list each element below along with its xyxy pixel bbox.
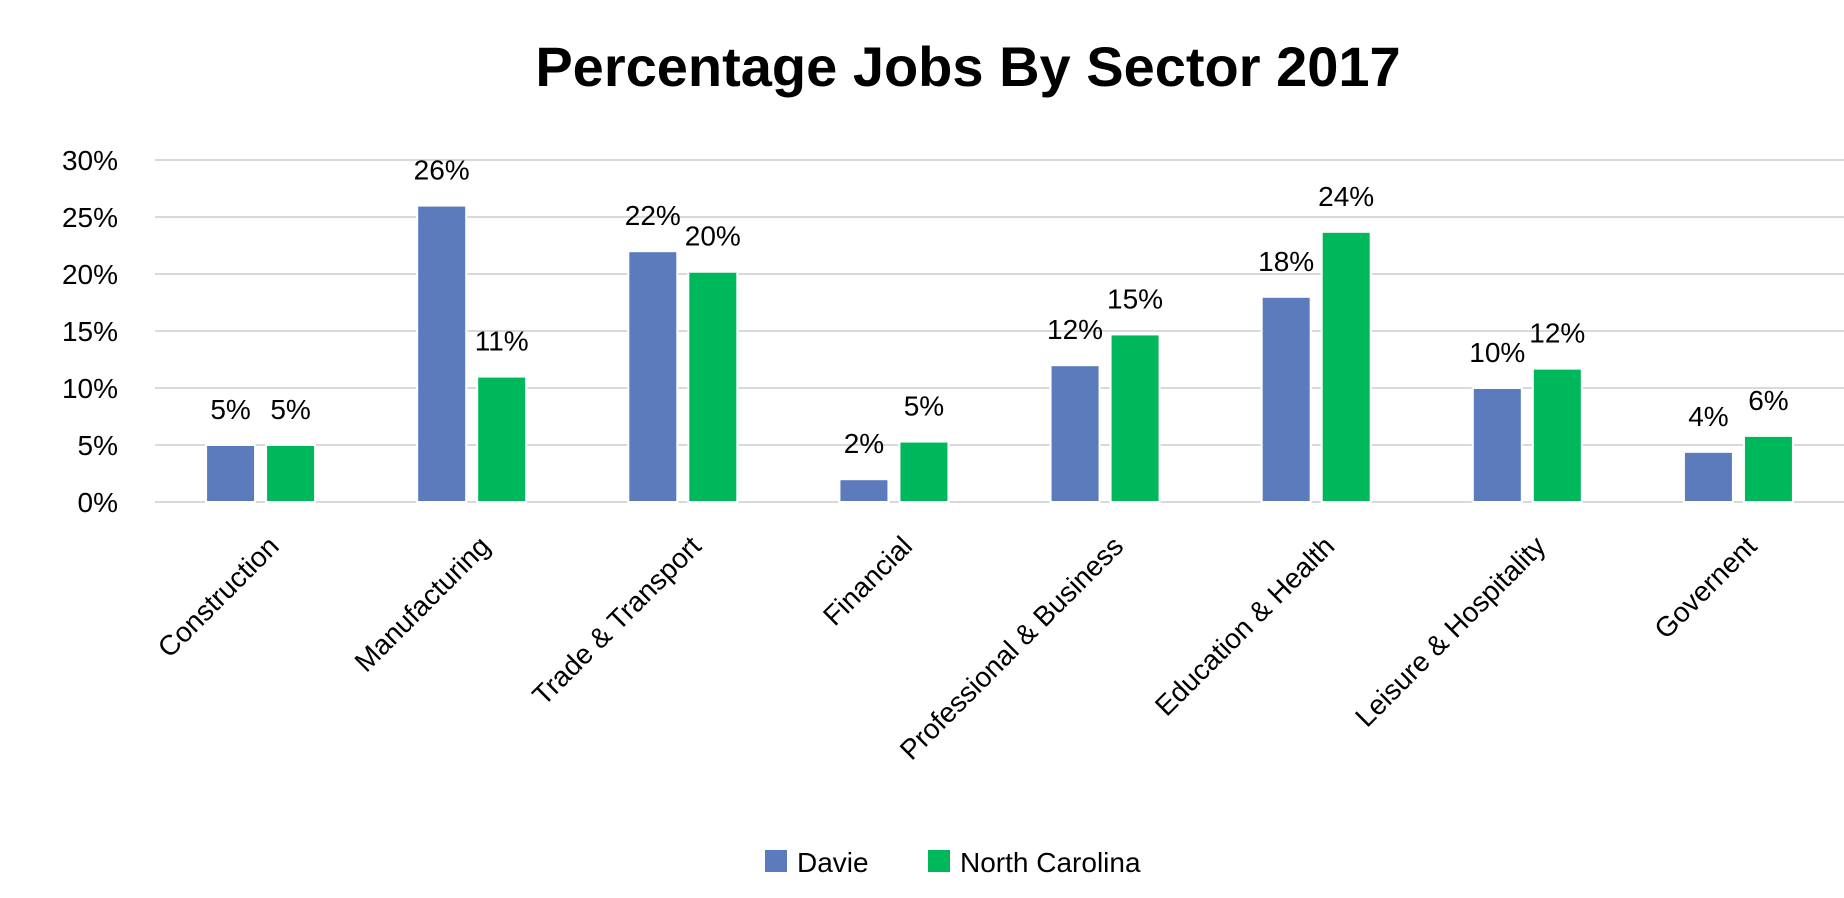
x-tick-label: Professional & Business bbox=[894, 530, 1129, 765]
bar-davie bbox=[1682, 450, 1734, 503]
bar-davie bbox=[205, 444, 257, 503]
bar-north-carolina bbox=[1320, 230, 1372, 503]
data-labels: 5% 5%26%11%22%20%2%5%12%15%18%24%10%12%4%… bbox=[210, 155, 1788, 460]
data-label: 5% bbox=[904, 391, 944, 422]
bar-north-carolina bbox=[687, 270, 739, 503]
data-label: 6% bbox=[1748, 385, 1788, 416]
bars bbox=[205, 204, 1794, 504]
data-label: 12% bbox=[1047, 314, 1103, 345]
y-tick-label: 25% bbox=[62, 202, 118, 233]
bar-north-carolina bbox=[476, 375, 528, 504]
bar-north-carolina bbox=[1109, 333, 1161, 504]
data-label: 4% bbox=[1688, 401, 1728, 432]
data-label: 2% bbox=[844, 428, 884, 459]
data-label: 24% bbox=[1318, 181, 1374, 212]
bar-north-carolina bbox=[898, 440, 950, 503]
y-tick-label: 0% bbox=[78, 487, 118, 518]
data-label: 11% bbox=[475, 326, 529, 357]
y-tick-label: 30% bbox=[62, 145, 118, 176]
gridlines bbox=[155, 159, 1844, 503]
x-tick-label: Construction bbox=[152, 530, 285, 663]
y-tick-label: 10% bbox=[62, 373, 118, 404]
y-tick-label: 5% bbox=[78, 430, 118, 461]
x-axis-ticks: Construction Manufacturing Trade & Transpo… bbox=[152, 530, 1763, 766]
y-tick-label: 20% bbox=[62, 259, 118, 290]
legend-label-davie: Davie bbox=[797, 847, 869, 878]
x-tick-label: Leisure & Hospitality bbox=[1349, 530, 1551, 732]
legend-label-north-carolina: North Carolina bbox=[960, 847, 1141, 878]
x-tick-label: Education & Health bbox=[1149, 530, 1340, 721]
y-tick-label: 15% bbox=[62, 316, 118, 347]
bar-davie bbox=[627, 250, 679, 503]
bar-davie bbox=[1260, 295, 1312, 503]
data-label: 5% bbox=[210, 394, 250, 425]
data-label: 18% bbox=[1258, 246, 1314, 277]
bar-davie bbox=[1471, 387, 1523, 503]
x-tick-label: Manufacturing bbox=[349, 530, 496, 677]
bar-north-carolina bbox=[265, 444, 317, 503]
data-label: 15% bbox=[1107, 283, 1163, 314]
x-tick-label: Financial bbox=[817, 530, 918, 631]
data-label: 10% bbox=[1469, 337, 1525, 368]
bar-north-carolina bbox=[1742, 434, 1794, 504]
bar-davie bbox=[1049, 364, 1101, 504]
x-tick-label: Trade & Transport bbox=[526, 530, 707, 711]
legend-swatch-davie bbox=[765, 850, 787, 872]
x-tick-label: Governent bbox=[1648, 530, 1763, 645]
data-label: 22% bbox=[625, 200, 681, 231]
legend-swatch-north-carolina bbox=[928, 850, 950, 872]
bar-north-carolina bbox=[1531, 367, 1583, 503]
bar-davie bbox=[416, 204, 468, 503]
data-label: 5% bbox=[270, 394, 310, 425]
data-label: 20% bbox=[685, 221, 741, 252]
chart-title: Percentage Jobs By Sector 2017 bbox=[535, 35, 1400, 98]
legend: Davie North Carolina bbox=[765, 847, 1141, 878]
y-axis-ticks: 0% 5% 10% 15% 20% 25% 30% bbox=[62, 145, 118, 518]
data-label: 12% bbox=[1529, 318, 1585, 349]
data-label: 26% bbox=[414, 155, 470, 186]
bar-davie bbox=[838, 478, 890, 504]
